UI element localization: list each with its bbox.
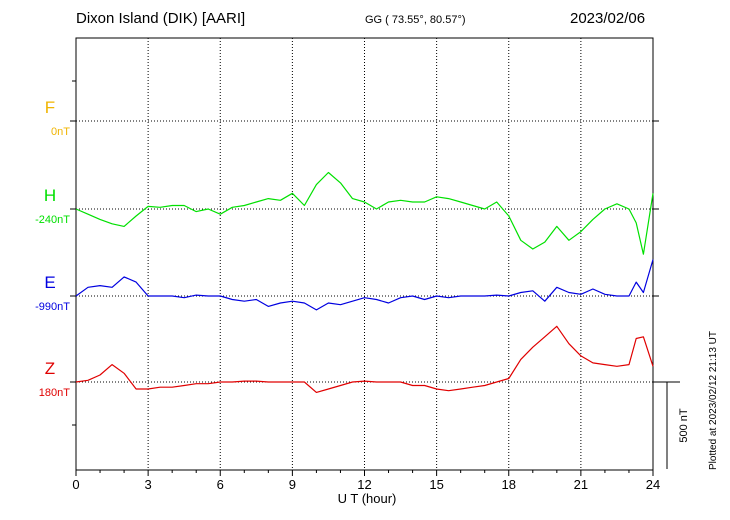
x-axis-label: U T (hour): [338, 491, 397, 506]
x-tick-label: 6: [217, 477, 224, 492]
x-tick-label: 24: [646, 477, 660, 492]
channel-name-z: Z: [45, 359, 55, 378]
x-tick-label: 3: [145, 477, 152, 492]
channel-name-h: H: [44, 186, 56, 205]
x-tick-label: 18: [502, 477, 516, 492]
station-coordinates: GG ( 73.55°, 80.57°): [365, 14, 466, 26]
station-title: Dixon Island (DIK) [AARI]: [76, 10, 246, 27]
plot-date: 2023/02/06: [570, 10, 646, 27]
x-tick-label: 9: [289, 477, 296, 492]
channel-name-f: F: [45, 98, 55, 117]
trace-h: [75, 171, 654, 255]
x-tick-label: 21: [574, 477, 588, 492]
trace-z: [75, 325, 654, 393]
trace-e: [75, 259, 654, 311]
scale-bar-label: 500 nT: [678, 408, 690, 443]
x-tick-label: 0: [72, 477, 79, 492]
channel-baseline-e: -990nT: [35, 301, 70, 313]
channel-baseline-h: -240nT: [35, 214, 70, 226]
channel-name-e: E: [44, 273, 55, 292]
channel-baseline-z: 180nT: [39, 387, 70, 399]
channel-baseline-f: 0nT: [51, 126, 70, 138]
x-tick-label: 15: [429, 477, 443, 492]
plotted-timestamp: Plotted at 2023/02/12 21:13 UT: [708, 331, 719, 470]
x-tick-label: 12: [357, 477, 371, 492]
